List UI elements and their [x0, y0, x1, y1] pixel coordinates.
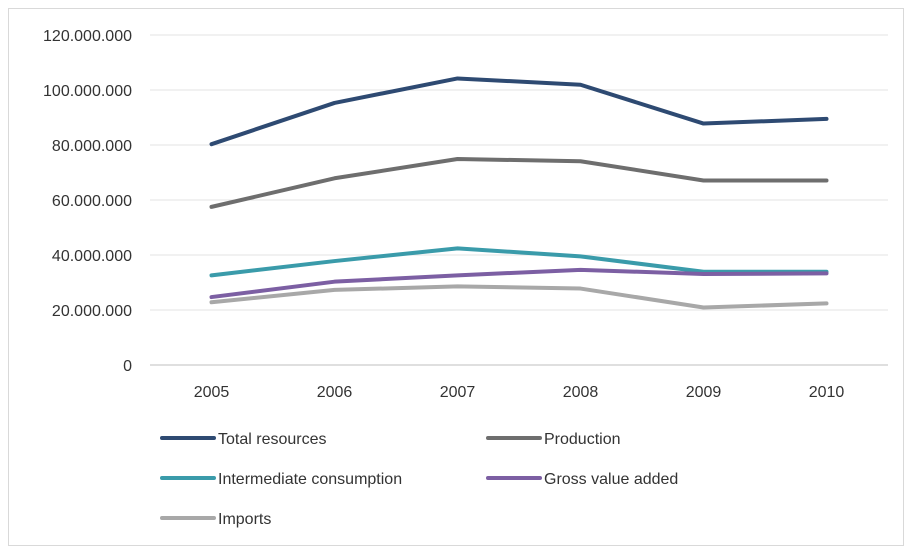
legend-label: Total resources: [218, 431, 327, 448]
x-tick-label: 2007: [440, 384, 476, 401]
y-tick-label: 100.000.000: [43, 83, 132, 100]
legend-label: Gross value added: [544, 471, 678, 488]
y-tick-label: 60.000.000: [52, 193, 132, 210]
y-tick-label: 120.000.000: [43, 28, 132, 45]
y-tick-label: 80.000.000: [52, 138, 132, 155]
legend-label: Production: [544, 431, 621, 448]
series-lines: [209, 76, 829, 310]
legend-label: Intermediate consumption: [218, 471, 402, 488]
x-axis-tick-labels: 2005 2006 2007 2008 2009 2010: [194, 384, 845, 401]
y-tick-label: 0: [123, 358, 132, 375]
x-tick-label: 2009: [686, 384, 722, 401]
series-line: [209, 76, 829, 147]
series-line: [209, 284, 829, 310]
x-tick-label: 2005: [194, 384, 230, 401]
series-line: [209, 267, 829, 300]
x-tick-label: 2010: [809, 384, 845, 401]
legend-label: Imports: [218, 511, 271, 528]
series-line: [209, 246, 829, 278]
legend: Total resources Production Intermediate co…: [160, 431, 678, 528]
x-tick-label: 2006: [317, 384, 353, 401]
y-tick-label: 40.000.000: [52, 248, 132, 265]
series-line: [209, 157, 829, 209]
gridlines: [150, 34, 888, 366]
y-tick-label: 20.000.000: [52, 303, 132, 320]
x-tick-label: 2008: [563, 384, 599, 401]
y-axis-tick-labels: 0 20.000.000 40.000.000 60.000.000 80.000.00…: [43, 28, 132, 375]
